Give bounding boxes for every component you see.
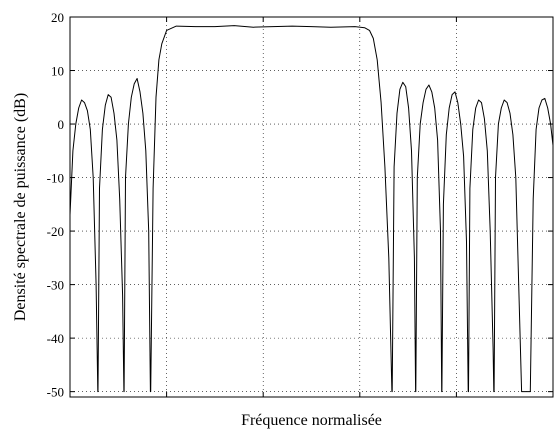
y-tick-label: 20 bbox=[51, 10, 64, 25]
x-axis-label: Fréquence normalisée bbox=[241, 412, 382, 429]
plot-area-frame bbox=[69, 16, 554, 398]
axis-ticks bbox=[70, 16, 553, 397]
y-tick-label: -50 bbox=[47, 385, 64, 400]
y-tick-label: 0 bbox=[58, 117, 65, 132]
y-axis-label: Densité spectrale de puissance (dB) bbox=[12, 93, 29, 321]
y-tick-label: -20 bbox=[47, 224, 64, 239]
y-tick-label: -40 bbox=[47, 331, 64, 346]
grid bbox=[70, 16, 553, 397]
y-tick-label: -30 bbox=[47, 278, 64, 293]
y-tick-label: 10 bbox=[51, 64, 64, 79]
series-line bbox=[69, 25, 554, 393]
y-tick-label: -10 bbox=[47, 171, 64, 186]
y-tick-labels: 20 10 0 -10 -20 -30 -40 -50 bbox=[47, 10, 64, 400]
